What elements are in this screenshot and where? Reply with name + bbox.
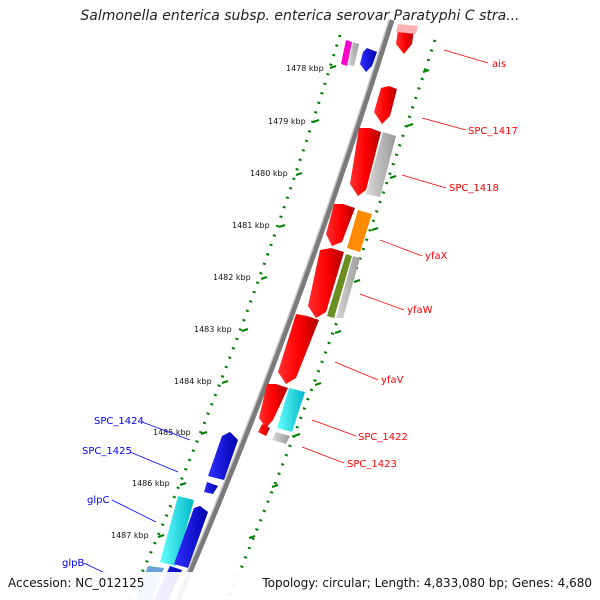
- outer-tick-marks: [248, 69, 430, 539]
- kbp-tick-marks: [157, 65, 337, 538]
- gene-label-yfaW[interactable]: yfaW: [407, 305, 433, 316]
- topology-text: Topology: circular; Length: 4,833,080 bp…: [262, 576, 592, 590]
- gene-spc-1418[interactable]: [350, 128, 381, 196]
- genome-backbone: [175, 19, 395, 600]
- kbp-label: 1480 kbp: [250, 169, 288, 178]
- gene-spc-1423-grey: [272, 432, 290, 444]
- footer-band: [0, 572, 600, 600]
- gene-spc-1424[interactable]: [208, 432, 238, 480]
- gene-spc-1425[interactable]: [204, 482, 218, 494]
- gene-label-glpB[interactable]: glpB: [62, 558, 84, 569]
- accession-text: Accession: NC_012125: [8, 576, 145, 590]
- gene-label-spc-1418[interactable]: SPC_1418: [449, 183, 499, 194]
- backbone-highlight: [174, 19, 390, 600]
- gene-yfaW[interactable]: [308, 248, 344, 318]
- gene-spc-1422-cyan: [277, 388, 305, 432]
- outer-dotted-ring: [226, 39, 437, 600]
- gene-spc-1418-grey: [366, 132, 396, 197]
- gene-glpC-blue: [174, 506, 208, 568]
- gene-label-ais[interactable]: ais: [492, 59, 506, 70]
- kbp-label: 1478 kbp: [286, 64, 324, 73]
- gene-label-yfaV[interactable]: yfaV: [381, 375, 404, 386]
- right-leader-lines: [301, 49, 489, 464]
- gene-yfaW-grey: [336, 256, 360, 318]
- kbp-label: 1485 kbp: [153, 428, 191, 437]
- kbp-tick-labels: 1478 kbp 1479 kbp 1480 kbp 1481 kbp 1482…: [111, 64, 324, 540]
- gene-yfaW-olive: [327, 254, 352, 318]
- kbp-label: 1481 kbp: [232, 221, 270, 230]
- gene-spc-1417[interactable]: [374, 86, 397, 124]
- left-gene-labels: SPC_1424 SPC_1425 glpC glpB: [62, 416, 144, 569]
- gene-label-yfaX[interactable]: yfaX: [425, 251, 448, 262]
- kbp-label: 1483 kbp: [194, 325, 232, 334]
- gene-label-spc-1423[interactable]: SPC_1423: [347, 459, 397, 470]
- gene-yfaX-orange: [347, 210, 372, 252]
- map-title: Salmonella enterica subsp. enterica sero…: [80, 8, 520, 24]
- kbp-label: 1482 kbp: [213, 273, 251, 282]
- gene-top-grey: [348, 42, 359, 66]
- gene-top-magenta: [341, 40, 352, 66]
- kbp-label: 1487 kbp: [111, 531, 149, 540]
- gene-spc-1422[interactable]: [259, 384, 288, 428]
- gene-label-glpC[interactable]: glpC: [87, 495, 109, 506]
- forward-strand-genes: [258, 24, 418, 444]
- gene-label-spc-1422[interactable]: SPC_1422: [358, 432, 408, 443]
- gene-yfaX[interactable]: [326, 204, 355, 246]
- kbp-label: 1484 kbp: [174, 377, 212, 386]
- gene-label-spc-1425[interactable]: SPC_1425: [82, 446, 132, 457]
- right-gene-labels: ais SPC_1417 SPC_1418 yfaX yfaW yfaV SPC…: [347, 59, 518, 470]
- gene-spc-1423[interactable]: [258, 424, 270, 436]
- gene-ais[interactable]: [396, 28, 414, 54]
- reverse-strand-genes: [136, 40, 377, 600]
- gene-label-spc-1417[interactable]: SPC_1417: [468, 126, 518, 137]
- gene-top-blue: [360, 48, 377, 72]
- gene-glpC[interactable]: [160, 496, 194, 566]
- kbp-label: 1486 kbp: [132, 479, 170, 488]
- kbp-label: 1479 kbp: [268, 117, 306, 126]
- gene-label-spc-1424[interactable]: SPC_1424: [94, 416, 144, 427]
- gene-yfaV[interactable]: [278, 314, 319, 384]
- gene-top-pink: [396, 24, 418, 34]
